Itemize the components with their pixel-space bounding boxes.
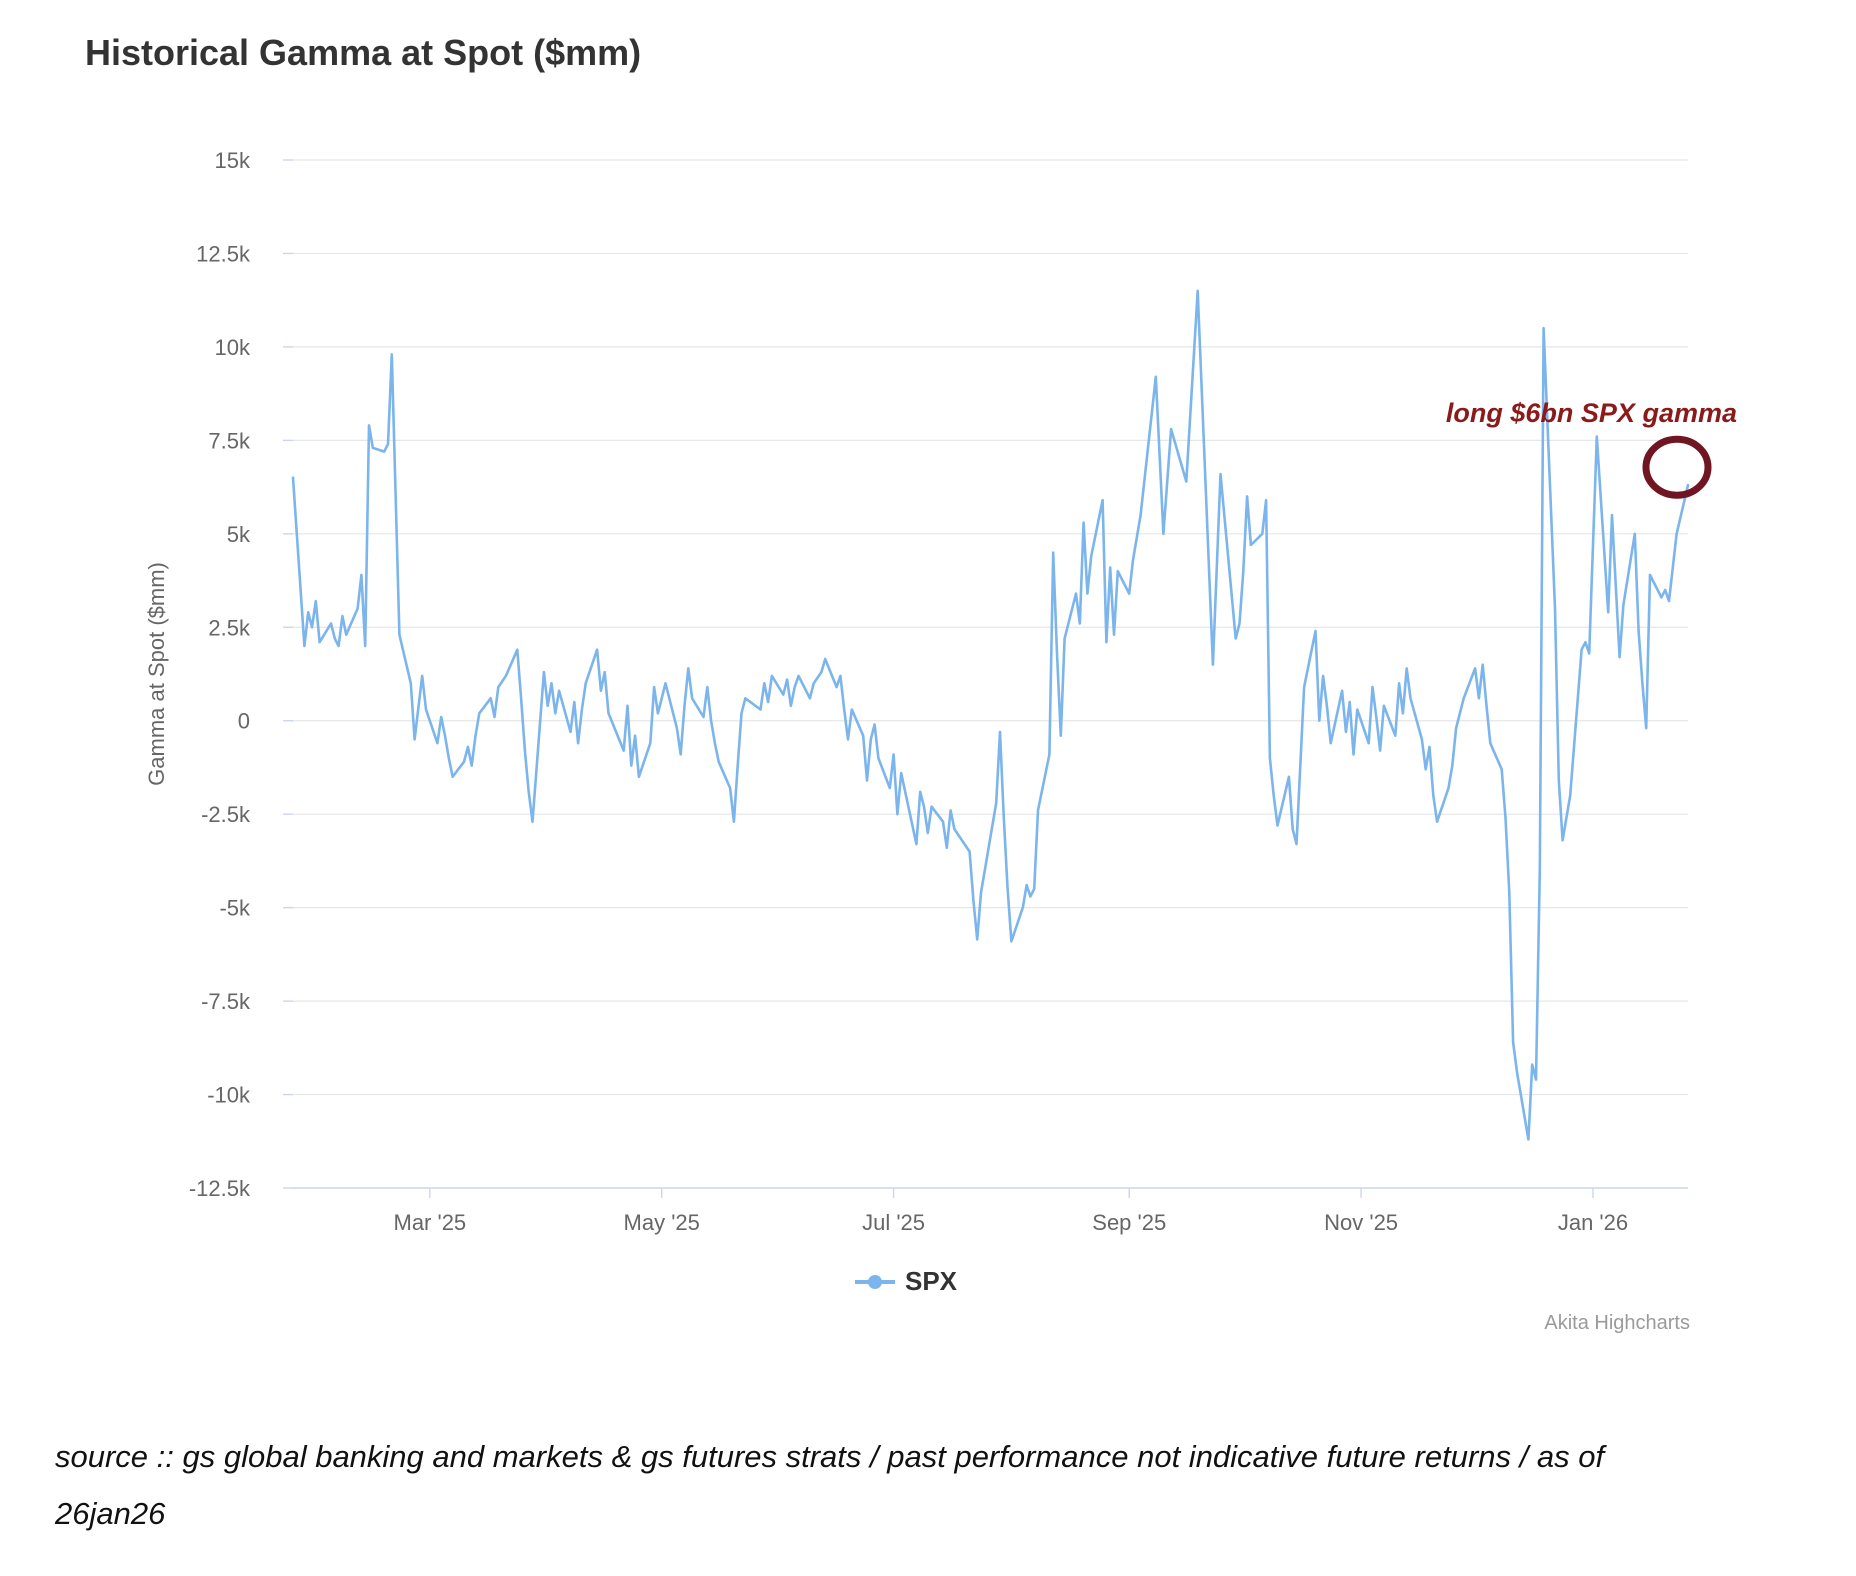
y-tick-label: -7.5k (201, 989, 251, 1014)
y-tick-label: 15k (215, 148, 251, 173)
chart-legend: SPX (0, 1266, 1810, 1297)
chart-title: Historical Gamma at Spot ($mm) (85, 32, 642, 73)
y-tick-label: 2.5k (208, 615, 251, 640)
y-tick-label: 12.5k (196, 241, 251, 266)
y-tick-label: 10k (215, 335, 251, 360)
source-note: source :: gs global banking and markets … (55, 1428, 1604, 1542)
gamma-chart-plot: 15k 12.5k 10k 7.5k 5k 2.5k 0 -2.5k -5k -7.5k -10k -… (189, 148, 1712, 1235)
y-tick-label: 5k (227, 522, 251, 547)
spx-series-line (291, 289, 1690, 1141)
y-tick-label: -5k (219, 896, 251, 921)
y-tick-label: 0 (238, 709, 250, 734)
legend-item-spx[interactable]: SPX (853, 1266, 957, 1297)
x-tick-label: Jan '26 (1558, 1210, 1628, 1235)
y-tick-label: -12.5k (189, 1176, 251, 1201)
annotation-circle (1642, 435, 1712, 499)
x-tick-label: Sep '25 (1092, 1210, 1166, 1235)
source-note-line1: source :: gs global banking and markets … (55, 1439, 1605, 1474)
y-tick-label: 7.5k (208, 428, 251, 453)
x-tick-label: Jul '25 (862, 1210, 925, 1235)
source-note-line2: 26jan26 (55, 1496, 166, 1531)
x-tick-label: May '25 (624, 1210, 700, 1235)
y-tick-label: -2.5k (201, 802, 251, 827)
x-tick-label: Mar '25 (394, 1210, 467, 1235)
x-tick-label: Nov '25 (1324, 1210, 1398, 1235)
annotation-text: long $6bn SPX gamma (1445, 398, 1737, 428)
y-tick-label: -10k (207, 1083, 251, 1108)
legend-label: SPX (904, 1266, 958, 1296)
legend-marker-icon (854, 1274, 895, 1289)
credits-link[interactable]: Akita Highcharts (1544, 1312, 1690, 1334)
